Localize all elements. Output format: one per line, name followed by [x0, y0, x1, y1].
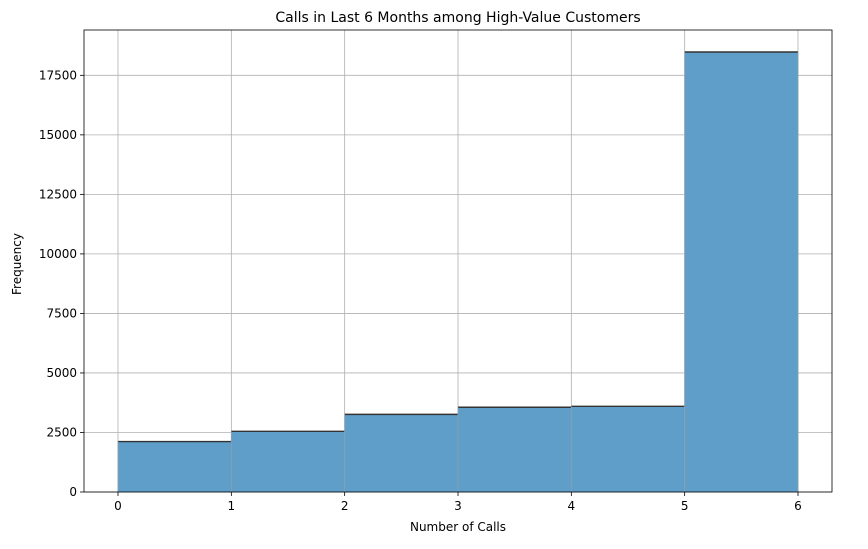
x-ticks: 0 1 2 3 4 5 6: [114, 492, 802, 513]
x-tick-label: 5: [681, 499, 689, 513]
x-axis-label: Number of Calls: [410, 520, 506, 534]
bars: [117, 51, 799, 492]
y-axis-label: Frequency: [10, 233, 24, 295]
y-tick-label: 7500: [46, 306, 77, 320]
histogram-bar-2: [344, 414, 458, 492]
y-tick-label: 2500: [46, 425, 77, 439]
histogram-bar-5: [684, 52, 798, 492]
y-tick-label: 10000: [39, 247, 77, 261]
histogram-bar-0: [118, 441, 232, 492]
x-tick-label: 4: [568, 499, 576, 513]
x-tick-label: 1: [228, 499, 236, 513]
y-tick-label: 15000: [39, 128, 77, 142]
histogram-bar-3: [458, 407, 572, 492]
y-tick-label: 5000: [46, 366, 77, 380]
histogram-bar-4: [571, 406, 685, 492]
y-ticks: 0 2500 5000 7500 10000 12500 15000 17500: [39, 68, 84, 499]
x-tick-label: 3: [454, 499, 462, 513]
y-tick-label: 0: [69, 485, 77, 499]
chart-title: Calls in Last 6 Months among High-Value …: [275, 10, 640, 26]
histogram-bar-1: [231, 431, 345, 492]
y-tick-label: 12500: [39, 187, 77, 201]
x-tick-label: 6: [794, 499, 802, 513]
x-tick-label: 2: [341, 499, 349, 513]
x-tick-label: 0: [114, 499, 122, 513]
y-tick-label: 17500: [39, 68, 77, 82]
